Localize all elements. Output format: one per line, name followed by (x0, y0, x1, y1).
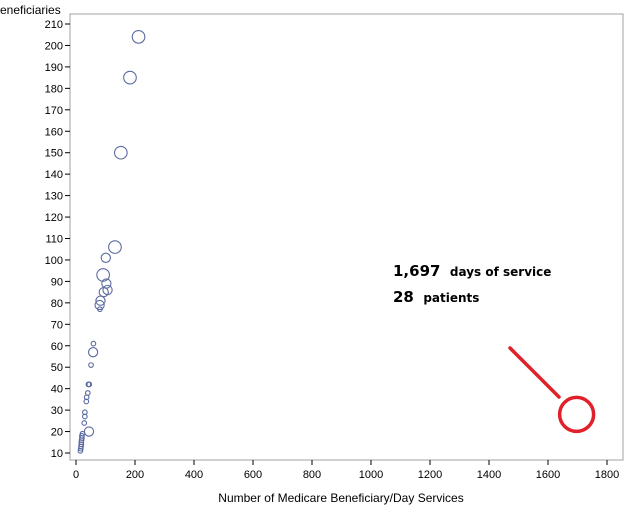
data-point (100, 252, 111, 263)
x-tick-label: 600 (244, 469, 262, 481)
y-tick-label: 200 (45, 40, 63, 52)
x-tick-label: 800 (303, 469, 321, 481)
y-axis-title: Beneficiaries (0, 3, 61, 17)
y-tick-label: 170 (45, 105, 63, 117)
data-point (96, 268, 110, 282)
x-tick-label: 1000 (359, 469, 383, 481)
y-tick-label: 210 (45, 19, 63, 31)
y-tick-label: 10 (51, 448, 63, 460)
data-point (81, 413, 88, 420)
data-point (97, 306, 103, 313)
data-point (131, 30, 146, 44)
highlight-circle (557, 395, 596, 434)
data-point (123, 70, 137, 85)
y-tick-label: 190 (45, 62, 63, 74)
data-point (77, 448, 84, 454)
annotation-days-text: days of service (450, 265, 552, 279)
y-tick-label: 110 (45, 234, 63, 246)
y-tick-label: 140 (45, 169, 63, 181)
data-point (95, 295, 106, 306)
x-tick-label: 200 (126, 469, 144, 481)
y-tick-label: 40 (51, 384, 63, 396)
data-point (113, 145, 128, 160)
data-point (83, 426, 95, 437)
annotation-days-value: 1,697 (393, 262, 440, 280)
y-tick-label: 90 (51, 276, 63, 288)
annotation-line-1: 1,697 days of service (393, 262, 551, 280)
y-tick-label: 30 (51, 405, 63, 417)
y-tick-label: 130 (45, 191, 63, 203)
x-tick-label: 0 (73, 469, 79, 481)
highlight-arrow (508, 346, 561, 399)
data-point (87, 347, 99, 358)
x-tick-label: 1200 (418, 469, 442, 481)
data-point (90, 340, 97, 347)
y-tick-label: 120 (45, 212, 63, 224)
y-tick-label: 100 (45, 255, 63, 267)
data-point (85, 381, 92, 388)
y-tick-label: 80 (51, 298, 63, 310)
annotation-line-2: 28 patients (393, 288, 479, 306)
y-tick-label: 70 (51, 319, 63, 331)
data-point (94, 299, 105, 311)
annotation-patients-value: 28 (393, 288, 414, 306)
y-tick-label: 180 (45, 83, 63, 95)
y-tick-label: 60 (51, 341, 63, 353)
data-point (81, 420, 88, 426)
y-tick-label: 50 (51, 362, 63, 374)
data-point (108, 240, 122, 254)
x-tick-label: 1400 (477, 469, 501, 481)
data-point (77, 445, 84, 452)
x-tick-label: 1600 (536, 469, 560, 481)
y-tick-label: 20 (51, 427, 63, 439)
plot-frame (69, 13, 624, 461)
annotation-patients-text: patients (423, 291, 479, 305)
x-axis-title: Number of Medicare Beneficiary/Day Servi… (218, 491, 463, 505)
x-tick-label: 400 (185, 469, 203, 481)
data-point (88, 362, 94, 368)
y-tick-label: 160 (45, 126, 63, 138)
data-point (83, 398, 90, 405)
y-tick-label: 150 (45, 148, 63, 160)
x-tick-label: 1800 (595, 469, 619, 481)
